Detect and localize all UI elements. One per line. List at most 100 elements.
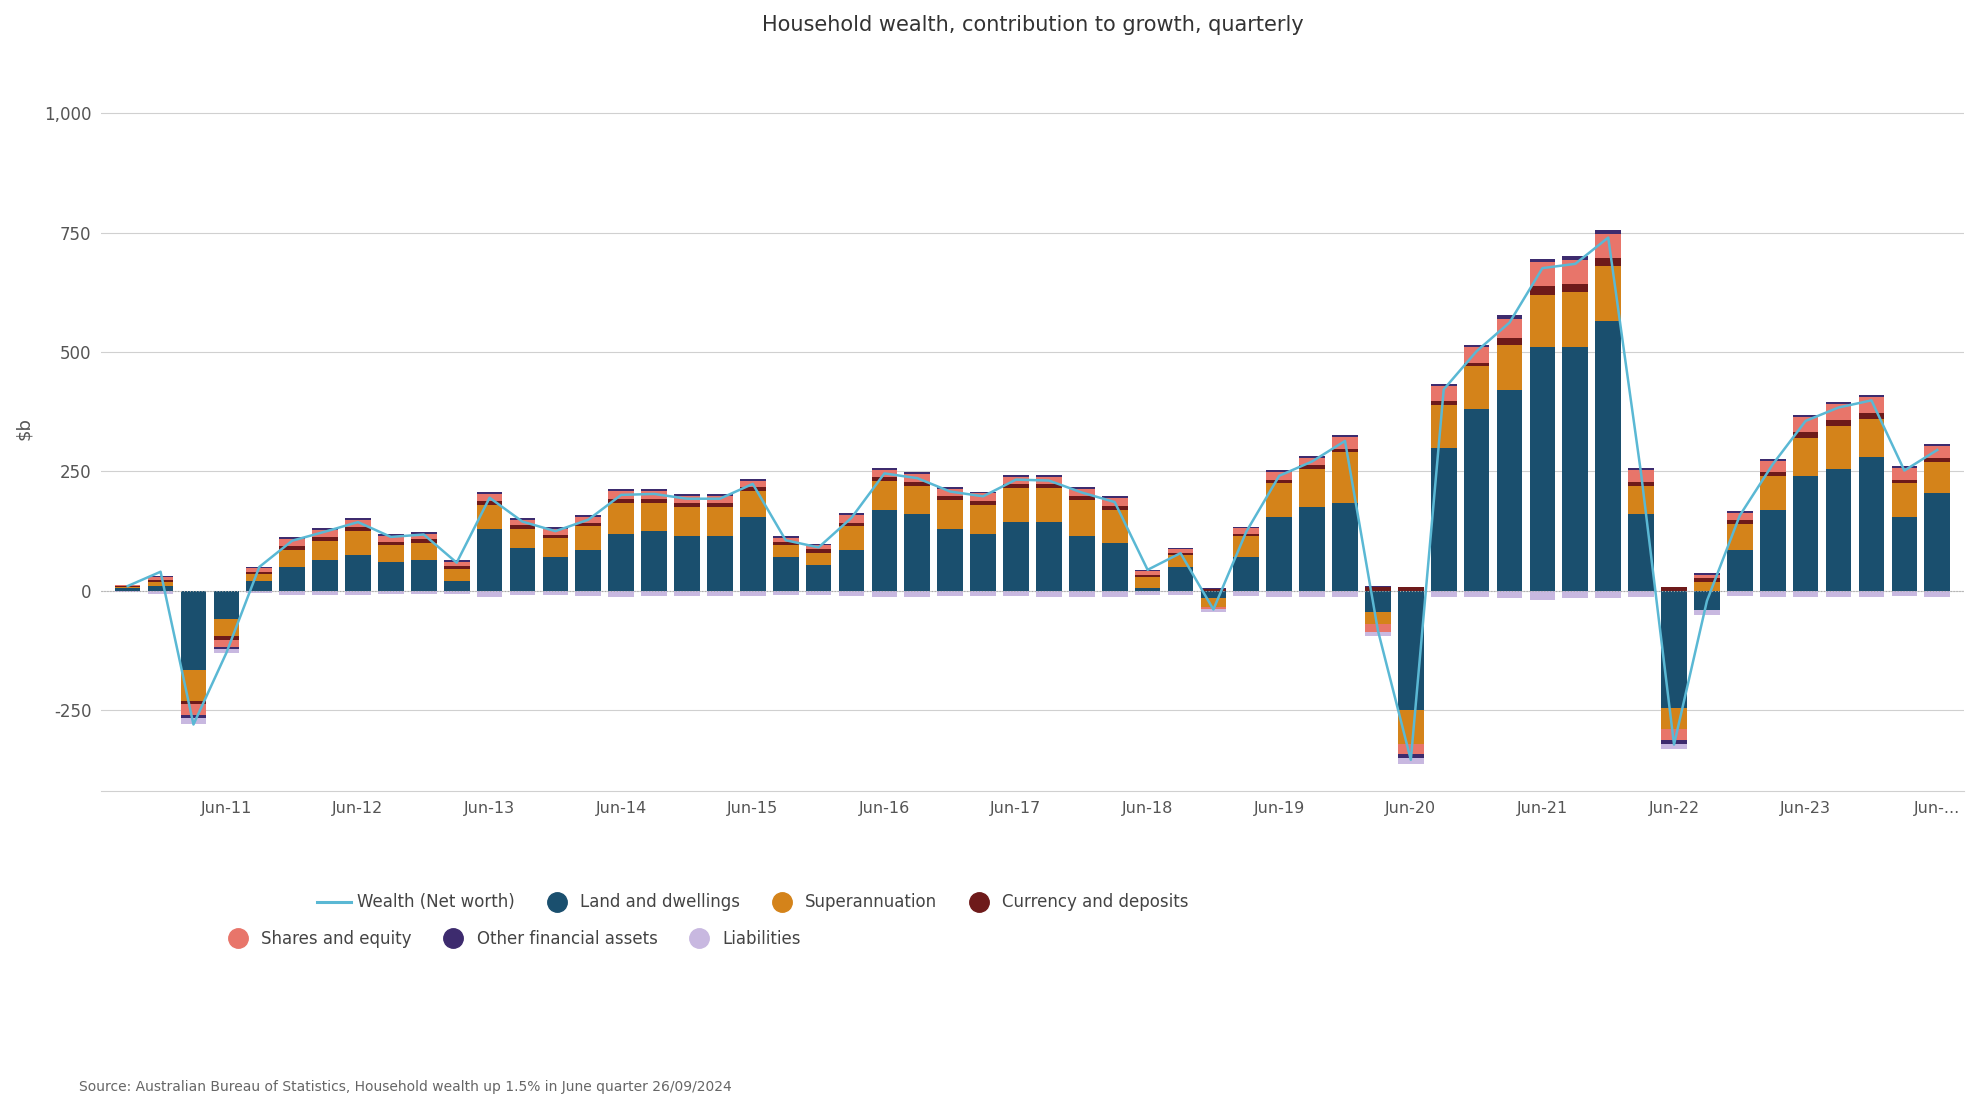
Bar [1661,587,1687,591]
Bar [707,496,733,504]
Bar [1364,585,1390,587]
Bar [1069,500,1095,536]
Bar [1497,591,1523,598]
Bar [1628,482,1653,486]
Bar [1891,465,1917,468]
Bar [477,591,503,596]
Bar [444,570,469,581]
Bar [1398,587,1424,591]
Bar [444,565,469,570]
Bar [509,548,535,591]
Bar [279,538,305,539]
Bar [608,534,634,591]
Bar [444,562,469,565]
Bar [412,531,438,534]
Bar [1497,345,1523,390]
Bar [905,474,931,482]
Bar [937,487,962,488]
Bar [1628,470,1653,482]
Bar [1135,588,1160,591]
Bar [1826,404,1851,420]
Bar [214,649,240,653]
Bar [1463,409,1489,591]
Bar [576,550,602,591]
Bar [477,502,503,505]
Bar [1069,591,1095,596]
Bar [345,591,370,595]
Bar [313,591,339,595]
Bar [840,527,865,550]
Bar [1432,405,1457,448]
Bar [772,546,798,558]
Bar [707,591,733,595]
Bar [1267,591,1293,596]
Bar [1463,366,1489,409]
Bar [279,566,305,591]
Bar [279,591,305,595]
Bar [1234,528,1259,534]
Bar [1299,458,1325,465]
Bar [1398,755,1424,758]
Bar [1036,484,1061,488]
Bar [1004,591,1030,595]
Bar [1267,470,1293,472]
Bar [806,543,832,544]
Bar [1036,591,1061,596]
Bar [1004,488,1030,521]
Bar [1364,625,1390,631]
Bar [707,536,733,591]
Bar [378,536,404,541]
Bar [741,481,766,487]
Bar [313,560,339,591]
Bar [1562,260,1588,284]
Bar [772,537,798,538]
Bar [1891,480,1917,483]
Bar [412,591,438,594]
Bar [313,528,339,530]
Bar [412,560,438,591]
Bar [1727,524,1752,550]
Bar [1398,711,1424,744]
Bar [1135,576,1160,588]
Bar [673,507,699,536]
Bar [214,640,240,647]
Bar [509,519,535,526]
Bar [1695,609,1721,615]
Bar [378,562,404,591]
Bar [477,505,503,529]
Bar [1135,571,1160,574]
Bar [970,502,996,505]
Bar [1069,496,1095,500]
Bar [1299,507,1325,591]
Bar [444,560,469,562]
Bar [279,547,305,550]
Bar [1792,591,1818,596]
Bar [970,505,996,534]
Bar [1333,436,1358,437]
Bar [543,527,568,529]
Bar [115,588,141,591]
Bar [115,591,141,592]
Bar [1200,606,1226,608]
Bar [1036,475,1061,476]
Bar [840,550,865,591]
Bar [937,500,962,529]
Bar [806,552,832,564]
Bar [214,591,240,619]
Bar [673,504,699,507]
Bar [1792,417,1818,432]
Bar [477,492,503,494]
Bar [1168,549,1194,553]
Bar [1432,591,1457,596]
Bar [642,491,667,498]
Bar [1727,513,1752,520]
Bar [1103,506,1127,509]
Bar [1200,588,1226,591]
Bar [1661,707,1687,729]
Bar [148,581,174,582]
Bar [279,550,305,566]
Bar [1891,483,1917,517]
Bar [1463,345,1489,348]
Bar [1135,591,1160,595]
Bar [412,534,438,539]
